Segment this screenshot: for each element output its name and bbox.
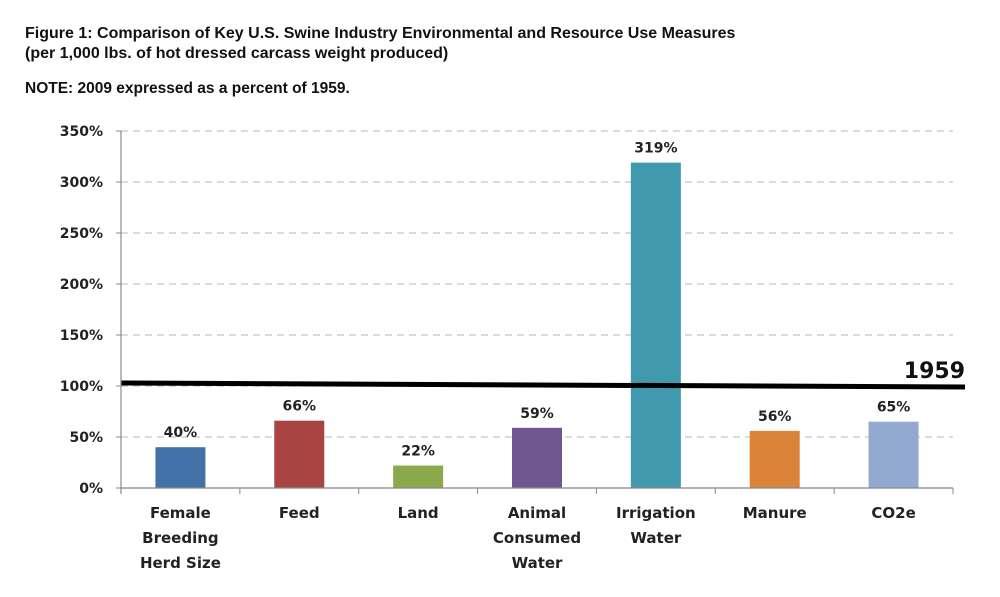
reference-line-group: 1959 (120, 359, 966, 390)
x-tick-label: Irrigation Water (616, 504, 696, 547)
x-tick-label-line: Consumed (493, 529, 581, 547)
bar (274, 420, 325, 488)
y-tick-label: 0% (79, 481, 103, 497)
x-tick-label-line: Breeding (142, 529, 218, 547)
data-label: 56% (758, 409, 792, 425)
bar (749, 430, 800, 488)
y-axis-ticks: 0% 50% 100% 150% 200% 250% 300% 350% (60, 124, 121, 497)
x-tick-label: Manure (743, 504, 807, 522)
bars: 40% 66% 22% 59% 319% 56% 65% (155, 141, 919, 488)
chart-title: Figure 1: Comparison of Key U.S. Swine I… (25, 25, 736, 42)
x-tick-label-line: Female (150, 504, 211, 522)
x-tick-label: Land (398, 504, 439, 522)
data-label: 65% (877, 400, 911, 416)
x-tick-label: Feed (279, 504, 320, 522)
y-tick-label: 250% (60, 226, 103, 242)
x-tick-label-line: Feed (279, 504, 320, 522)
x-tick-label-line: Water (630, 529, 681, 547)
reference-line (120, 380, 966, 390)
reference-line-label: 1959 (904, 359, 965, 384)
y-tick-label: 350% (60, 124, 103, 140)
y-tick-label: 100% (60, 379, 103, 395)
gridlines (121, 130, 953, 438)
data-label: 22% (401, 444, 435, 460)
y-tick-label: 150% (60, 328, 103, 344)
x-tick-label: CO2e (871, 504, 915, 522)
bar (868, 421, 919, 488)
x-tick-label: Animal Consumed Water (493, 504, 581, 572)
chart-subtitle: (per 1,000 lbs. of hot dressed carcass w… (25, 45, 449, 62)
x-tick-label-line: Herd Size (140, 554, 221, 572)
data-label: 40% (164, 425, 198, 441)
data-label: 59% (520, 406, 554, 422)
y-tick-label: 200% (60, 277, 103, 293)
x-tick-label-line: Land (398, 504, 439, 522)
bar (393, 465, 444, 488)
x-axis-labels: Female Breeding Herd Size Feed Land Animal Con… (140, 504, 916, 572)
data-label: 66% (283, 399, 317, 415)
x-tick-label-line: CO2e (871, 504, 915, 522)
x-tick-label: Female Breeding Herd Size (140, 504, 221, 572)
x-tick-label-line: Animal (508, 504, 566, 522)
x-tick-label-line: Irrigation (616, 504, 696, 522)
data-label: 319% (634, 141, 677, 157)
y-tick-label: 300% (60, 175, 103, 191)
chart-note: NOTE: 2009 expressed as a percent of 195… (25, 80, 350, 97)
x-tick-label-line: Water (512, 554, 563, 572)
y-tick-label: 50% (69, 430, 103, 446)
bar (512, 427, 562, 488)
axes (120, 131, 954, 494)
bar (155, 447, 206, 488)
bar (630, 162, 681, 488)
x-tick-label-line: Manure (743, 504, 807, 522)
